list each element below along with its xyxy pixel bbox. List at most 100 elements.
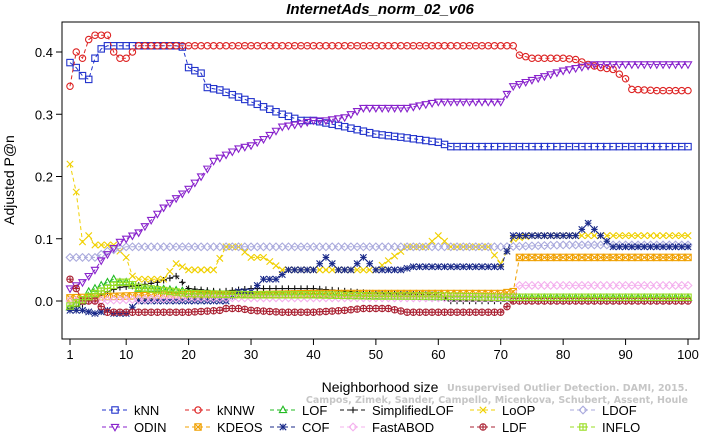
series-point <box>539 280 550 291</box>
series-point <box>322 253 330 262</box>
series-point <box>159 242 169 252</box>
series-point <box>328 260 336 268</box>
series-point <box>396 242 406 252</box>
series-point <box>514 241 525 251</box>
legend-label: LOF <box>302 403 327 418</box>
series-point <box>309 266 318 274</box>
series-point <box>109 308 118 316</box>
series-point <box>584 232 592 240</box>
series-point <box>447 263 455 271</box>
series-point <box>496 308 505 316</box>
series-point <box>534 232 542 240</box>
series-point <box>272 108 280 116</box>
series-point <box>84 252 94 263</box>
legend-swatch-marker <box>479 406 487 414</box>
series-point <box>283 242 294 252</box>
series-point <box>296 242 306 252</box>
series-point <box>678 232 686 240</box>
series-point <box>259 275 268 283</box>
series-point <box>378 304 386 313</box>
series-point <box>66 82 74 90</box>
series-point <box>578 232 586 240</box>
series-point <box>302 118 312 127</box>
series-point <box>253 253 261 262</box>
series-point <box>434 308 443 316</box>
series-point <box>85 232 93 240</box>
series-point <box>615 70 624 78</box>
series-point <box>659 232 667 240</box>
series-point <box>640 232 648 240</box>
series-point <box>646 243 655 251</box>
series-point <box>122 308 130 316</box>
series-point <box>291 266 299 274</box>
series-loop <box>66 160 692 283</box>
series-point <box>489 98 500 107</box>
series-point <box>290 242 300 252</box>
series-point <box>303 308 311 316</box>
series-point <box>464 242 475 252</box>
axes: 1 10 20 30 40 50 60 70 80 90 100 0.0 0.1 0.2 0.3 0.4 <box>35 45 699 362</box>
series-cof <box>66 219 692 318</box>
series-point <box>664 61 674 70</box>
series-point <box>384 257 392 265</box>
series-point <box>353 305 361 313</box>
series-point <box>372 304 380 313</box>
series-point <box>278 308 286 316</box>
series-point <box>396 104 406 113</box>
series-point <box>427 242 437 252</box>
series-point <box>234 304 243 313</box>
series-point <box>640 243 648 251</box>
series-point <box>196 173 206 182</box>
series-point <box>533 74 543 84</box>
series-point <box>552 240 562 250</box>
series-point <box>290 308 299 316</box>
series-point <box>458 98 468 107</box>
series-point <box>447 308 455 316</box>
legend-label: ODIN <box>134 420 167 434</box>
series-point <box>216 306 224 315</box>
series-point <box>428 308 436 316</box>
series-point <box>347 266 355 274</box>
series-point <box>465 308 474 316</box>
series-point <box>483 242 493 252</box>
series-point <box>590 225 598 234</box>
series-point <box>608 61 618 70</box>
x-tick-label: 50 <box>369 347 383 362</box>
series-point <box>678 243 686 251</box>
series-point <box>583 280 593 291</box>
series-point <box>347 305 355 314</box>
series-point <box>116 308 124 316</box>
series-point <box>271 127 281 136</box>
series-point <box>464 98 475 107</box>
legend-entry-ldof: LDOF <box>570 403 637 418</box>
series-point <box>140 223 150 232</box>
legend-entry-cof: COF <box>270 420 330 434</box>
series-point <box>547 232 555 240</box>
series-point <box>565 232 573 240</box>
series-point <box>440 237 449 245</box>
series-point <box>316 260 324 268</box>
series-point <box>509 42 517 50</box>
series-point <box>390 242 400 252</box>
series-point <box>652 280 662 291</box>
series-point <box>422 308 430 316</box>
y-tick-label: 0.0 <box>35 294 53 309</box>
series-point <box>197 307 205 316</box>
legend-entry-lof: LOF <box>270 403 327 418</box>
series-odin <box>65 61 693 294</box>
series-point <box>472 263 480 271</box>
series-point <box>571 280 581 291</box>
series-point <box>309 308 318 316</box>
series-point <box>271 242 281 252</box>
series-point <box>277 123 287 132</box>
series-point <box>528 232 536 240</box>
series-point <box>72 48 80 56</box>
series-point <box>359 127 368 135</box>
series-point <box>178 297 186 305</box>
series-point <box>453 308 461 316</box>
series-point <box>421 242 431 252</box>
series-point <box>590 232 598 240</box>
series-point <box>503 302 511 311</box>
series-point <box>522 232 530 240</box>
